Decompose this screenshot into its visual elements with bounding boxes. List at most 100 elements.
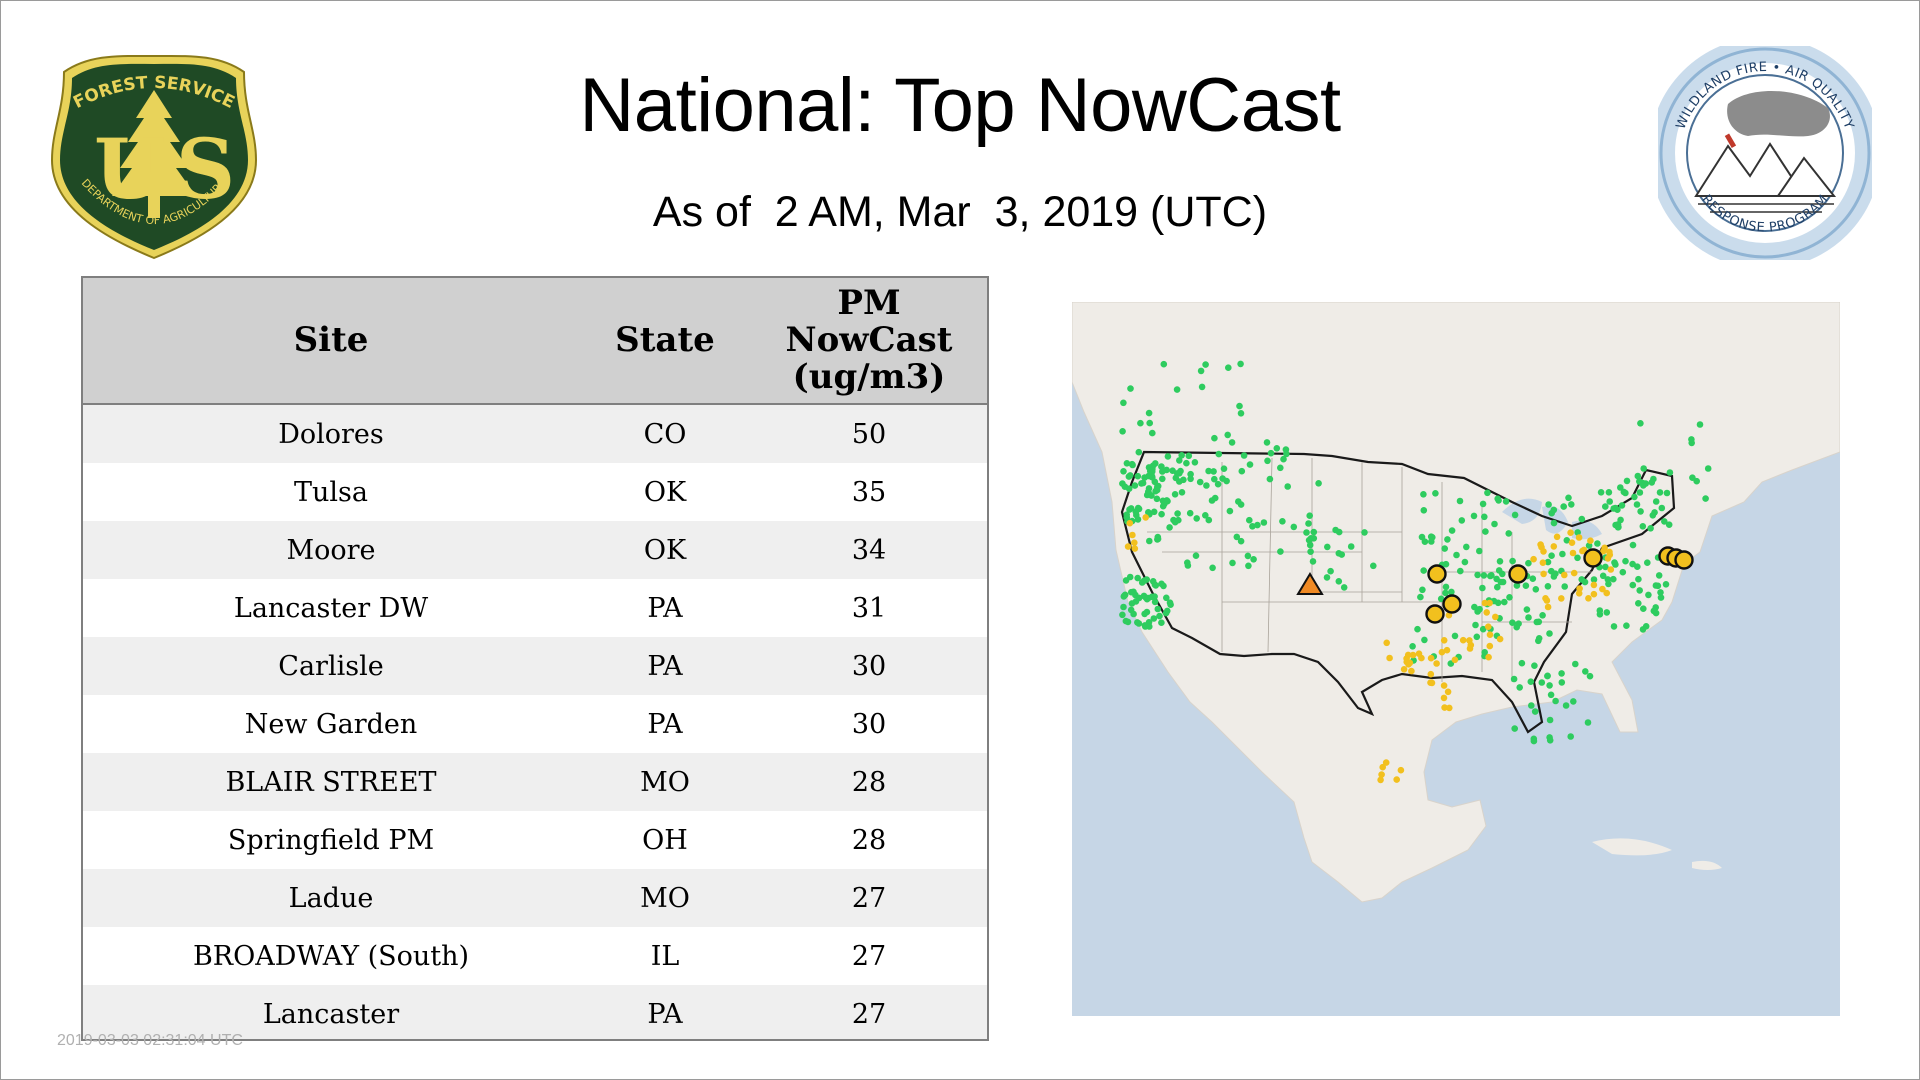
map-site-dot (1597, 489, 1605, 496)
map-site-dot (1166, 599, 1174, 606)
map-site-dot (1634, 472, 1642, 480)
map-site-dot (1163, 466, 1170, 474)
map-site-dot (1421, 538, 1429, 545)
map-site-dot (1470, 512, 1478, 520)
map-site-dot (1546, 716, 1554, 724)
map-site-dot (1530, 737, 1538, 745)
table-row: BROADWAY (South) IL 27 (83, 927, 987, 985)
cell-nowcast: 28 (751, 811, 987, 869)
map-site-dot (1149, 429, 1156, 437)
map-site-dot (1658, 504, 1666, 512)
map-site-dot (1622, 557, 1629, 565)
map-site-dot (1461, 558, 1469, 566)
map-site-dot (1153, 495, 1161, 503)
map-site-dot (1280, 455, 1287, 463)
column-header-pm-nowcast: PM NowCast (ug/m3) (751, 278, 987, 405)
map-site-dot (1440, 637, 1448, 644)
map-site-dot (1150, 615, 1158, 622)
map-site-dot (1404, 651, 1412, 659)
map-site-dot (1570, 569, 1578, 577)
map-site-dot (1558, 679, 1566, 686)
cell-site: Dolores (83, 404, 579, 463)
map-site-dot (1158, 619, 1165, 626)
map-site-dot (1657, 594, 1665, 601)
map-site-dot (1233, 533, 1241, 541)
map-site-dot (1605, 489, 1613, 496)
map-site-dot (1481, 599, 1489, 607)
map-site-dot (1587, 537, 1594, 544)
map-site-dot (1226, 507, 1234, 515)
map-site-dot (1324, 543, 1331, 551)
map-site-dot (1633, 501, 1641, 508)
map-site-dot (1502, 498, 1510, 505)
map-site-dot (1590, 576, 1598, 583)
map-site-dot (1277, 548, 1284, 555)
table-row: New Garden PA 30 (83, 695, 987, 753)
map-site-dot (1480, 572, 1488, 579)
map-site-dot (1202, 361, 1209, 368)
map-site-dot (1488, 572, 1495, 579)
column-header-state: State (579, 278, 751, 405)
map-site-dot (1693, 477, 1700, 485)
table-row: Lancaster DW PA 31 (83, 579, 987, 637)
table-row: Carlisle PA 30 (83, 637, 987, 695)
map-site-dot (1245, 562, 1252, 570)
map-site-dot (1238, 467, 1246, 475)
map-site-dot (1558, 670, 1565, 677)
map-site-dot (1506, 594, 1513, 601)
map-site-dot (1237, 537, 1245, 545)
map-site-dot (1146, 537, 1153, 545)
usfs-letter-s: S (176, 122, 235, 218)
map-site-dot (1635, 575, 1642, 583)
map-site-dot (1574, 529, 1581, 536)
map-site-dot (1552, 697, 1559, 705)
map-site-dot (1303, 529, 1310, 536)
map-site-dot (1250, 556, 1257, 563)
map-site-dot (1171, 491, 1179, 498)
map-site-dot (1656, 489, 1664, 496)
map-site-dot (1187, 470, 1194, 478)
map-top-site-marker (1425, 604, 1445, 624)
map-site-dot (1511, 511, 1519, 519)
map-site-dot (1224, 431, 1231, 439)
map-site-dot (1474, 571, 1481, 579)
map-site-dot (1282, 446, 1290, 453)
map-site-dot (1444, 688, 1452, 696)
map-site-dot (1159, 475, 1166, 483)
cell-site: Tulsa (83, 463, 579, 521)
map-site-dot (1122, 577, 1130, 584)
map-site-dot (1606, 498, 1613, 505)
map-site-dot (1496, 635, 1504, 643)
table-row: Springfield PM OH 28 (83, 811, 987, 869)
map-site-dot (1361, 529, 1368, 536)
map-site-dot (1237, 360, 1244, 368)
cell-site: Lancaster (83, 985, 579, 1039)
map-site-dot (1561, 583, 1568, 590)
map-site-dot (1472, 621, 1479, 629)
map-site-dot (1448, 588, 1455, 596)
map-site-dot (1158, 510, 1165, 518)
map-site-dot (1142, 514, 1149, 521)
map-site-dot (1142, 623, 1149, 630)
map-site-dot (1463, 543, 1470, 551)
map-site-dot (1513, 623, 1520, 631)
cell-nowcast: 30 (751, 637, 987, 695)
map-site-dot (1335, 550, 1343, 557)
map-site-dot (1629, 581, 1637, 589)
map-site-dot (1173, 386, 1181, 393)
map-site-dot (1176, 457, 1183, 464)
map-site-dot (1610, 505, 1617, 512)
map-site-dot (1441, 704, 1448, 711)
map-site-dot (1143, 595, 1151, 603)
map-site-dot (1161, 500, 1168, 508)
map-site-dot (1485, 623, 1492, 630)
map-site-dot (1205, 516, 1213, 524)
map-top-site-marker (1442, 594, 1462, 614)
map-site-dot (1546, 682, 1553, 689)
map-site-dot (1131, 539, 1138, 546)
map-site-dot (1581, 578, 1589, 586)
map-site-dot (1196, 478, 1204, 486)
map-site-dot (1582, 668, 1589, 675)
map-site-dot (1495, 567, 1503, 574)
map-site-dot (1323, 574, 1331, 581)
